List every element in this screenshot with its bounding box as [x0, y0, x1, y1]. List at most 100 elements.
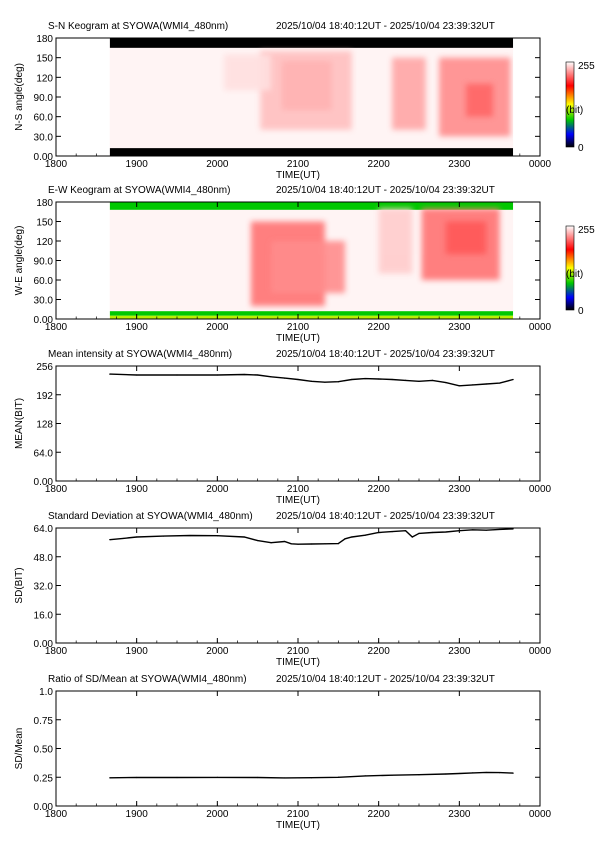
keogram-band — [109, 38, 514, 48]
data-point — [243, 536, 245, 538]
data-point — [283, 777, 286, 779]
x-tick-label: 1900 — [126, 322, 149, 333]
colorbar-min-label: 0 — [578, 306, 584, 317]
colorbar-min-label: 0 — [578, 143, 584, 154]
data-point — [109, 539, 111, 541]
plot-frame — [55, 527, 541, 644]
data-point — [283, 377, 286, 379]
data-point — [512, 528, 514, 530]
series-line — [109, 373, 514, 387]
data-point — [445, 773, 447, 775]
data-point — [391, 378, 393, 381]
keogram-band — [109, 311, 514, 316]
x-tick-label: 1900 — [126, 159, 149, 170]
data-point — [472, 384, 474, 386]
data-point — [243, 373, 245, 376]
chart-title: Standard Deviation at SYOWA(WMI4_480nm) — [48, 511, 253, 522]
x-tick-label: 1900 — [126, 646, 149, 657]
y-tick-label: 0.00 — [34, 802, 54, 813]
y-tick-label: 0.00 — [34, 477, 54, 488]
x-tick-label: 1800 — [45, 809, 68, 820]
data-point — [485, 771, 487, 774]
aurora-region — [271, 241, 346, 293]
y-tick-label: 60.0 — [34, 276, 54, 287]
data-point — [136, 776, 138, 779]
y-tick-label: 180 — [36, 34, 53, 45]
y-tick-label: 0.00 — [34, 315, 54, 326]
x-tick-label: 0000 — [529, 322, 552, 333]
x-tick-label: 2000 — [206, 646, 229, 657]
data-point — [270, 376, 272, 378]
x-tick-label: 2100 — [287, 484, 310, 495]
data-point — [176, 776, 178, 779]
y-tick-label: 32.0 — [34, 582, 54, 593]
keogram-regions — [109, 38, 514, 156]
chart-panel-1: S-N Keogram at SYOWA(WMI4_480nm) 2025/10/… — [14, 21, 595, 181]
data-point — [109, 373, 111, 375]
chart-panel-4: Standard Deviation at SYOWA(WMI4_480nm) 2… — [14, 511, 552, 668]
data-point — [445, 531, 447, 533]
chart-panel-2: E-W Keogram at SYOWA(WMI4_480nm) 2025/10/… — [14, 185, 595, 344]
y-tick-label: 90.0 — [34, 257, 54, 268]
data-point — [216, 374, 218, 376]
data-point — [364, 377, 366, 380]
data-point — [216, 535, 218, 537]
x-tick-label: 0000 — [529, 809, 552, 820]
data-point — [310, 543, 313, 545]
chart-panel-5: Ratio of SD/Mean at SYOWA(WMI4_480nm) 202… — [14, 674, 552, 831]
chart-panel-3: Mean intensity at SYOWA(WMI4_480nm) 2025/… — [14, 349, 552, 506]
data-point — [512, 378, 514, 381]
x-axis-label: TIME(UT) — [276, 333, 320, 344]
data-point — [337, 381, 339, 383]
data-point — [472, 772, 474, 774]
y-tick-label: 30.0 — [34, 296, 54, 307]
data-point — [324, 381, 326, 383]
y-tick-label: 64.0 — [34, 448, 54, 459]
y-tick-label: 90.0 — [34, 93, 54, 104]
data-point — [136, 374, 138, 376]
x-tick-label: 1800 — [45, 646, 68, 657]
x-tick-label: 1800 — [45, 484, 68, 495]
data-point — [458, 385, 460, 387]
y-tick-label: 0.00 — [34, 152, 54, 163]
aurora-region — [224, 54, 272, 91]
plot-frame — [55, 365, 541, 482]
aurora-region — [260, 51, 352, 130]
x-tick-label: 0000 — [529, 646, 552, 657]
data-point — [216, 776, 218, 778]
x-tick-label: 2200 — [368, 159, 391, 170]
data-point — [418, 380, 420, 382]
y-axis-label: W-E angle(deg) — [14, 226, 25, 296]
x-tick-label: 2300 — [448, 809, 471, 820]
aurora-region — [378, 208, 413, 274]
x-tick-label: 2100 — [287, 646, 310, 657]
data-point — [499, 528, 501, 531]
y-axis-label: N-S angle(deg) — [14, 63, 25, 131]
y-axis-label: MEAN(BIT) — [14, 398, 25, 449]
x-tick-label: 0000 — [529, 159, 552, 170]
x-tick-label: 2200 — [368, 484, 391, 495]
data-point — [257, 539, 259, 542]
y-axis-label: SD/Mean — [14, 728, 25, 770]
x-tick-label: 1800 — [45, 159, 68, 170]
series-line — [109, 771, 514, 779]
data-point — [391, 774, 393, 776]
data-point — [364, 534, 366, 536]
x-tick-label: 2000 — [206, 159, 229, 170]
x-tick-label: 2300 — [448, 646, 471, 657]
data-point — [344, 538, 346, 540]
y-tick-label: 30.0 — [34, 132, 54, 143]
data-point — [109, 777, 111, 779]
keogram-band — [109, 315, 514, 319]
data-point — [337, 543, 339, 545]
data-point — [189, 534, 192, 537]
x-axis-label: TIME(UT) — [276, 495, 320, 506]
data-point — [324, 543, 326, 545]
colorbar-unit-label: (bit) — [566, 269, 583, 280]
data-point — [283, 540, 286, 543]
data-point — [351, 536, 353, 538]
data-point — [431, 379, 434, 381]
data-point — [257, 776, 259, 779]
data-point — [290, 543, 292, 545]
series-line — [109, 528, 514, 545]
